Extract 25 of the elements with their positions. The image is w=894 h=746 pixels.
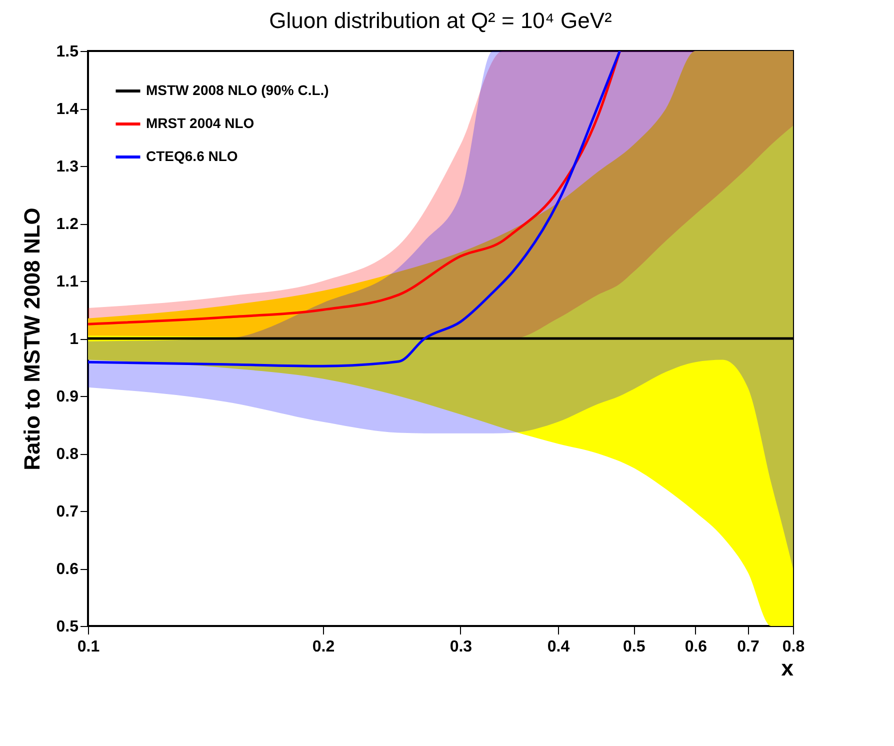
x-tick-label: 0.7: [737, 638, 760, 656]
legend-label: CTEQ6.6 NLO: [146, 148, 238, 164]
y-tick-label: 0.5: [56, 618, 79, 636]
x-tick-label: 0.6: [684, 638, 708, 656]
y-tick-label: 0.7: [56, 504, 79, 520]
chart-title: Gluon distribution at Q² = 10⁴ GeV²: [269, 8, 612, 33]
x-tick-label: 0.3: [450, 638, 472, 656]
y-tick-label: 1.3: [56, 158, 79, 176]
x-tick-label: 0.4: [547, 638, 570, 656]
x-tick-label: 0.2: [312, 638, 335, 656]
x-tick-label: 0.1: [77, 638, 100, 656]
x-tick-label: 0.8: [782, 638, 805, 656]
y-tick-label: 1: [70, 331, 79, 348]
y-tick-label: 1.2: [56, 216, 79, 233]
x-axis-title: x: [781, 656, 794, 680]
y-tick-label: 1.1: [56, 274, 79, 290]
legend-label: MRST 2004 NLO: [146, 115, 254, 131]
y-tick-label: 1.5: [56, 44, 79, 60]
legend-label: MSTW 2008 NLO (90% C.L.): [146, 82, 329, 98]
y-tick-label: 1.4: [56, 101, 79, 118]
y-tick-label: 0.9: [56, 388, 79, 406]
y-axis-title: Ratio to MSTW 2008 NLO: [19, 208, 44, 470]
x-tick-label: 0.5: [623, 638, 646, 656]
y-tick-label: 0.6: [56, 561, 79, 578]
y-tick-label: 0.8: [56, 446, 79, 463]
